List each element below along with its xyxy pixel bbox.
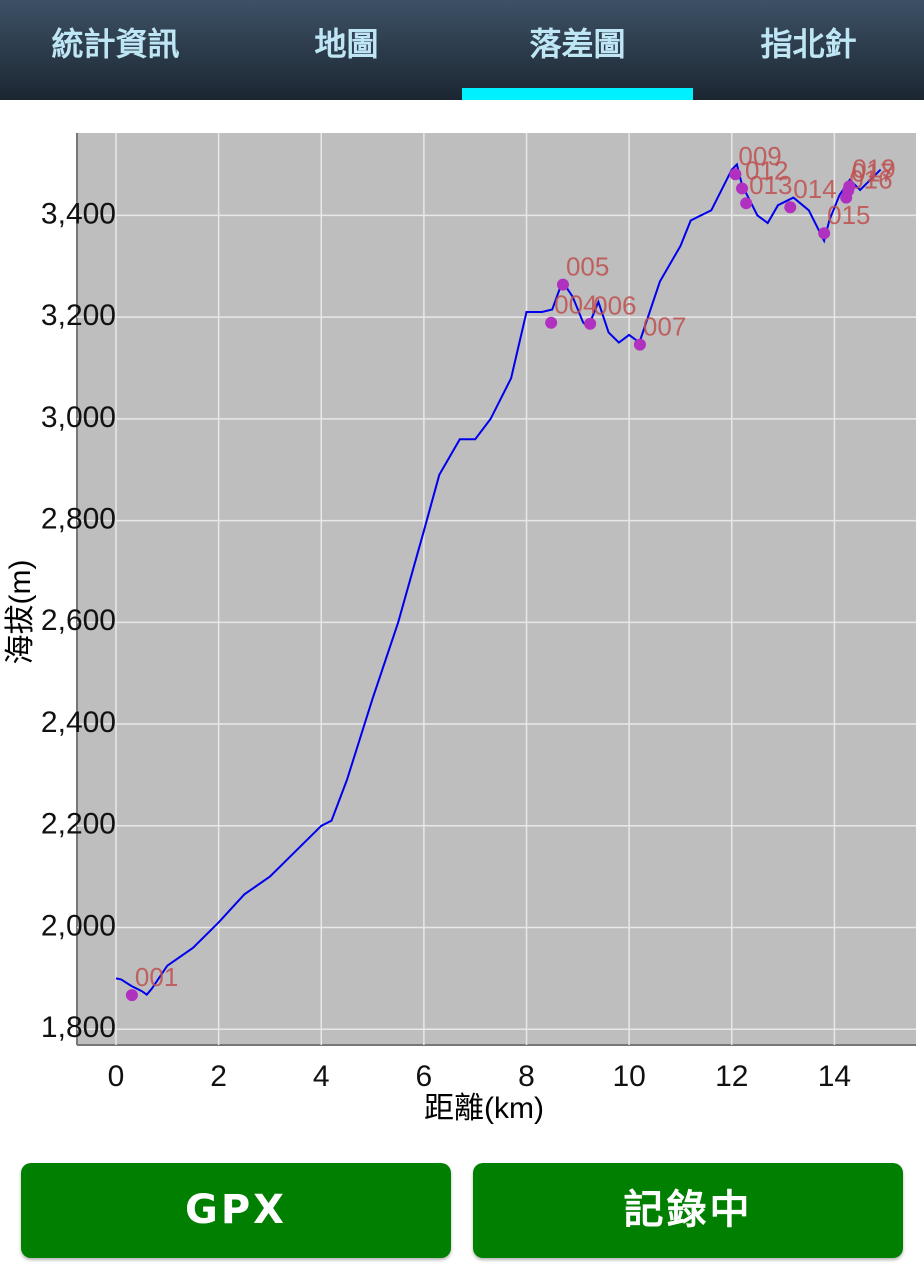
waypoint — [633, 338, 646, 351]
waypoint-label: 017 — [851, 157, 894, 187]
y-tick-label: 2,000 — [41, 909, 116, 942]
waypoint — [584, 317, 597, 330]
elevation-line — [115, 162, 882, 996]
x-tick-label: 4 — [313, 1060, 330, 1093]
x-axis-label: 距離(km) — [424, 1092, 544, 1125]
waypoint — [784, 201, 797, 214]
waypoint — [125, 989, 138, 1002]
waypoint-label: 001 — [135, 962, 178, 992]
waypoint-label: 015 — [827, 200, 870, 230]
y-tick-label: 3,200 — [41, 299, 116, 332]
tab[interactable]: 指北針 — [760, 25, 857, 63]
waypoint — [736, 182, 749, 195]
x-tick-label: 8 — [518, 1060, 535, 1093]
y-tick-label: 3,000 — [41, 401, 116, 434]
waypoint-label: 005 — [566, 251, 609, 281]
tab[interactable]: 落差圖 — [529, 25, 626, 63]
waypoint-label: 009 — [738, 141, 781, 171]
waypoint-label: 014 — [793, 174, 836, 204]
x-tick-label: 14 — [818, 1060, 851, 1093]
tab[interactable]: 地圖 — [314, 25, 379, 63]
y-tick-label: 2,200 — [41, 808, 116, 841]
waypoint — [729, 168, 742, 181]
waypoint — [818, 227, 831, 240]
waypoint-label: 006 — [593, 291, 636, 321]
waypoint-label: 004 — [554, 290, 597, 320]
waypoint — [545, 316, 558, 329]
active-tab-indicator — [462, 88, 693, 100]
x-tick-label: 0 — [108, 1060, 125, 1093]
y-tick-label: 1,800 — [41, 1011, 116, 1044]
waypoint — [556, 278, 569, 291]
y-tick-label: 2,600 — [41, 604, 116, 637]
y-tick-label: 2,800 — [41, 503, 116, 536]
waypoint-label: 016 — [849, 164, 892, 194]
tab[interactable]: 統計資訊 — [51, 25, 180, 63]
waypoint-label: 012 — [745, 155, 788, 185]
x-tick-label: 6 — [416, 1060, 433, 1093]
waypoint-label: 013 — [749, 170, 792, 200]
y-axis-label: 海拔(m) — [4, 560, 37, 665]
record-button[interactable]: 記錄中 — [473, 1163, 903, 1258]
waypoint-label: 007 — [643, 311, 686, 341]
plot-area — [77, 133, 916, 1045]
gpx-button[interactable]: GPX — [21, 1163, 451, 1258]
x-tick-label: 12 — [715, 1060, 748, 1093]
waypoint — [740, 197, 753, 210]
tab-bar: 統計資訊 地圖 落差圖 指北針 — [0, 0, 924, 100]
x-tick-label: 10 — [612, 1060, 645, 1093]
y-tick-label: 3,400 — [41, 197, 116, 230]
waypoint-label: 019 — [852, 153, 895, 183]
waypoint — [843, 180, 856, 193]
y-tick-label: 2,400 — [41, 706, 116, 739]
x-tick-label: 2 — [210, 1060, 227, 1093]
chart: 距離(km) 海拔(m) 1,800 2,000 2,200 2,400 2,600 2,… — [4, 133, 916, 1125]
